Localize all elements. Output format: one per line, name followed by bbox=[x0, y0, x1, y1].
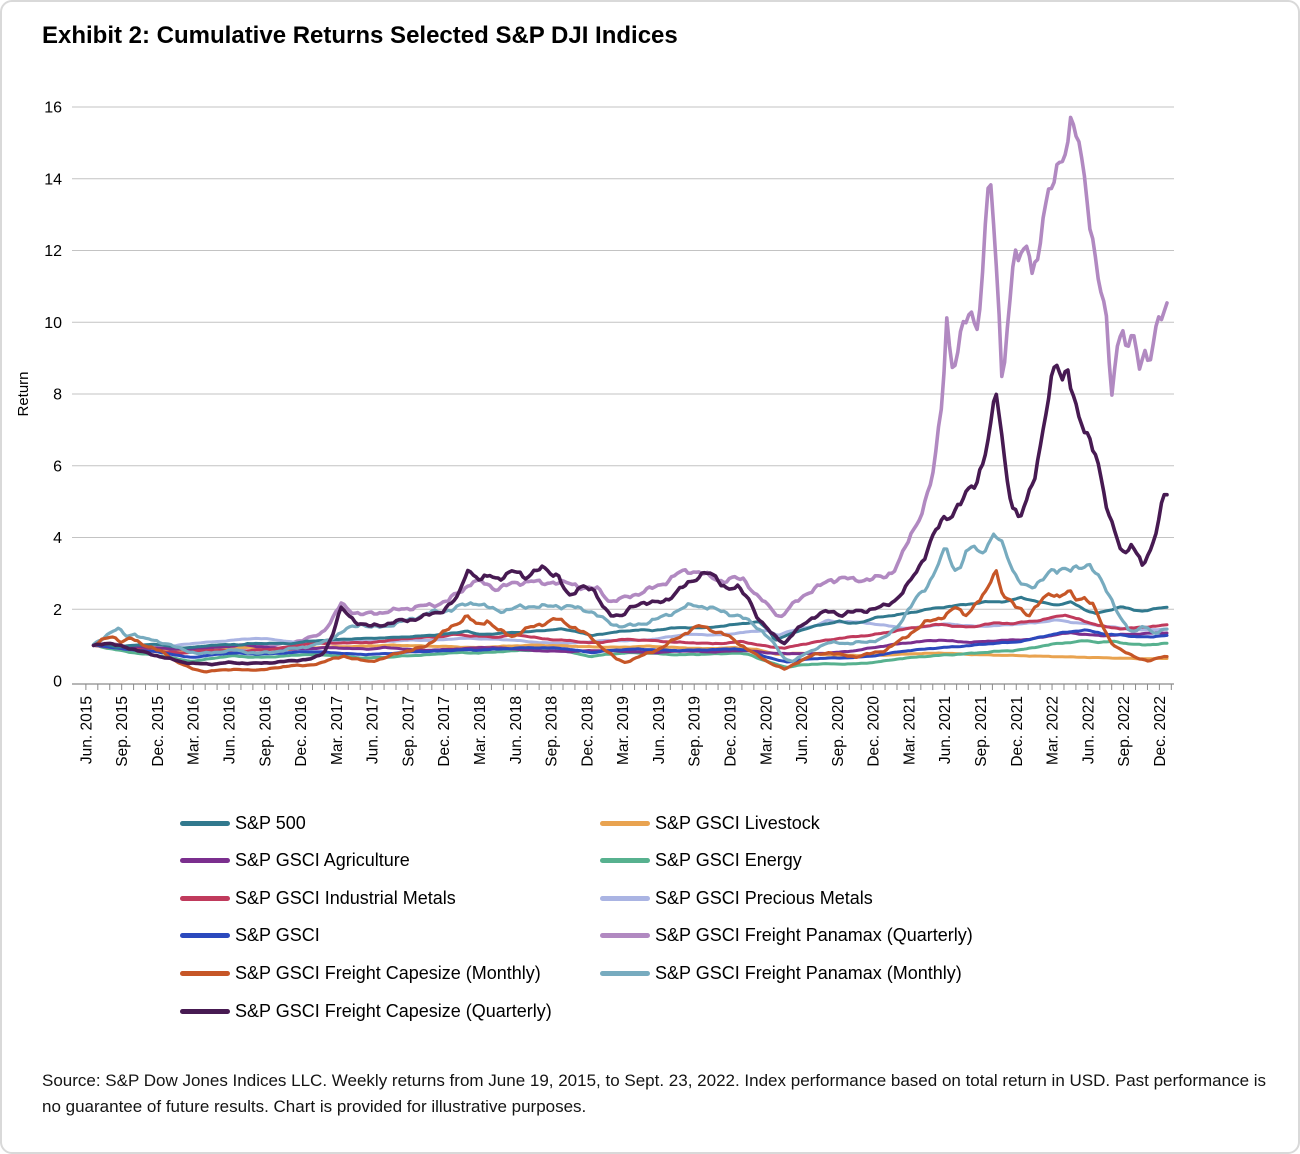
x-tick-label: Mar. 2020 bbox=[758, 696, 775, 765]
x-tick-label: Dec. 2018 bbox=[579, 696, 596, 767]
x-tick-label: Dec. 2019 bbox=[722, 696, 739, 767]
x-tick-label: Sep. 2021 bbox=[973, 696, 990, 767]
legend-item-panamax_monthly: S&P GSCI Freight Panamax (Monthly) bbox=[600, 960, 962, 986]
legend-label-agriculture: S&P GSCI Agriculture bbox=[235, 850, 410, 871]
legend-swatch-sp500 bbox=[180, 820, 230, 826]
x-tick-label: Dec. 2016 bbox=[293, 696, 310, 767]
source-note: Source: S&P Dow Jones Indices LLC. Weekl… bbox=[42, 1071, 1267, 1116]
page-title: Exhibit 2: Cumulative Returns Selected S… bbox=[42, 22, 678, 49]
y-axis-title: Return bbox=[15, 371, 32, 416]
legend-item-agriculture: S&P GSCI Agriculture bbox=[180, 848, 410, 874]
y-tick-label: 14 bbox=[44, 171, 62, 188]
legend-label-gsci: S&P GSCI bbox=[235, 925, 320, 946]
legend-swatch-capesize_quarterly bbox=[180, 1008, 230, 1014]
legend-swatch-livestock bbox=[600, 820, 650, 826]
x-tick-label: Jun. 2019 bbox=[651, 696, 668, 764]
legend-item-sp500: S&P 500 bbox=[180, 810, 306, 836]
legend-item-livestock: S&P GSCI Livestock bbox=[600, 810, 820, 836]
x-tick-label: Jun. 2022 bbox=[1080, 696, 1097, 764]
series-line-industrial_metals bbox=[92, 613, 1169, 655]
series-line-sp500 bbox=[92, 595, 1169, 650]
x-tick-label: Jun. 2018 bbox=[508, 696, 525, 764]
legend-item-industrial_metals: S&P GSCI Industrial Metals bbox=[180, 885, 456, 911]
y-tick-label: 0 bbox=[53, 674, 62, 691]
legend-item-capesize_monthly: S&P GSCI Freight Capesize (Monthly) bbox=[180, 960, 541, 986]
x-tick-label: Jun. 2021 bbox=[937, 696, 954, 764]
legend-label-livestock: S&P GSCI Livestock bbox=[655, 812, 820, 833]
y-tick-label: 2 bbox=[53, 602, 62, 619]
legend-label-capesize_monthly: S&P GSCI Freight Capesize (Monthly) bbox=[235, 962, 541, 983]
y-tick-label: 4 bbox=[53, 530, 62, 547]
x-tick-label: Jun. 2020 bbox=[794, 696, 811, 764]
legend-swatch-capesize_monthly bbox=[180, 970, 230, 976]
x-tick-label: Sep. 2018 bbox=[544, 696, 561, 767]
x-tick-label: Dec. 2020 bbox=[866, 696, 883, 767]
legend-item-precious_metals: S&P GSCI Precious Metals bbox=[600, 885, 873, 911]
x-tick-label: Mar. 2018 bbox=[472, 696, 489, 765]
x-tick-label: Mar. 2016 bbox=[186, 696, 203, 765]
legend-label-energy: S&P GSCI Energy bbox=[655, 850, 802, 871]
legend-label-industrial_metals: S&P GSCI Industrial Metals bbox=[235, 887, 456, 908]
legend-label-capesize_quarterly: S&P GSCI Freight Capesize (Quarterly) bbox=[235, 1000, 552, 1021]
x-tick-label: Mar. 2019 bbox=[615, 696, 632, 765]
y-tick-label: 16 bbox=[44, 100, 62, 117]
x-tick-label: Mar. 2017 bbox=[329, 696, 346, 765]
x-tick-label: Jun. 2016 bbox=[222, 696, 239, 764]
y-tick-label: 12 bbox=[44, 243, 62, 260]
x-tick-label: Sep. 2019 bbox=[687, 696, 704, 767]
legend-item-capesize_quarterly: S&P GSCI Freight Capesize (Quarterly) bbox=[180, 998, 552, 1024]
legend-swatch-panamax_quarterly bbox=[600, 933, 650, 939]
series-line-capesize_quarterly bbox=[91, 363, 1169, 667]
x-tick-label: Mar. 2022 bbox=[1045, 696, 1062, 765]
x-tick-label: Jun. 2017 bbox=[365, 696, 382, 764]
x-tick-label: Dec. 2021 bbox=[1009, 696, 1026, 767]
legend-label-panamax_quarterly: S&P GSCI Freight Panamax (Quarterly) bbox=[655, 925, 973, 946]
legend-swatch-energy bbox=[600, 858, 650, 864]
x-tick-label: Sep. 2022 bbox=[1116, 696, 1133, 767]
legend-swatch-gsci bbox=[180, 933, 230, 939]
y-tick-label: 6 bbox=[53, 458, 62, 475]
y-tick-label: 10 bbox=[44, 315, 62, 332]
series-line-panamax_quarterly bbox=[91, 115, 1169, 653]
x-tick-label: Sep. 2020 bbox=[830, 696, 847, 767]
legend-swatch-agriculture bbox=[180, 858, 230, 864]
y-tick-label: 8 bbox=[53, 387, 62, 404]
x-tick-label: Mar. 2021 bbox=[901, 696, 918, 765]
legend-label-sp500: S&P 500 bbox=[235, 812, 306, 833]
x-tick-label: Sep. 2015 bbox=[114, 696, 131, 767]
legend-item-energy: S&P GSCI Energy bbox=[600, 848, 802, 874]
returns-line-chart: 0 2 4 6 8 10 12 14 16 Return Jun. 2015 Sep. 2015 Dec… bbox=[15, 100, 1174, 767]
series-line-capesize_monthly bbox=[91, 569, 1169, 674]
legend-item-panamax_quarterly: S&P GSCI Freight Panamax (Quarterly) bbox=[600, 923, 973, 949]
legend-swatch-precious_metals bbox=[600, 895, 650, 901]
x-tick-label: Dec. 2022 bbox=[1152, 696, 1169, 767]
x-tick-label: Jun. 2015 bbox=[78, 696, 95, 764]
x-tick-label: Sep. 2016 bbox=[257, 696, 274, 767]
legend-label-panamax_monthly: S&P GSCI Freight Panamax (Monthly) bbox=[655, 962, 962, 983]
legend-item-gsci: S&P GSCI bbox=[180, 923, 320, 949]
legend-swatch-panamax_monthly bbox=[600, 970, 650, 976]
legend-swatch-industrial_metals bbox=[180, 895, 230, 901]
series-line-panamax_monthly bbox=[91, 532, 1169, 663]
legend-label-precious_metals: S&P GSCI Precious Metals bbox=[655, 887, 873, 908]
x-tick-label: Dec. 2015 bbox=[150, 696, 167, 767]
x-tick-label: Dec. 2017 bbox=[436, 696, 453, 767]
x-tick-label: Sep. 2017 bbox=[400, 696, 417, 767]
